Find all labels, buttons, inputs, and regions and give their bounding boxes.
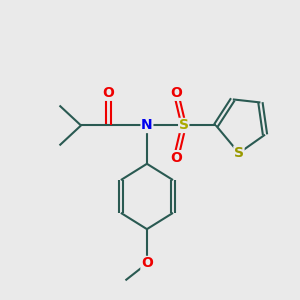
Text: O: O (103, 86, 115, 100)
Text: O: O (170, 86, 182, 100)
Text: O: O (170, 151, 182, 165)
Text: O: O (141, 256, 153, 271)
Text: S: S (179, 118, 189, 133)
Text: S: S (234, 146, 244, 160)
Text: N: N (141, 118, 153, 133)
